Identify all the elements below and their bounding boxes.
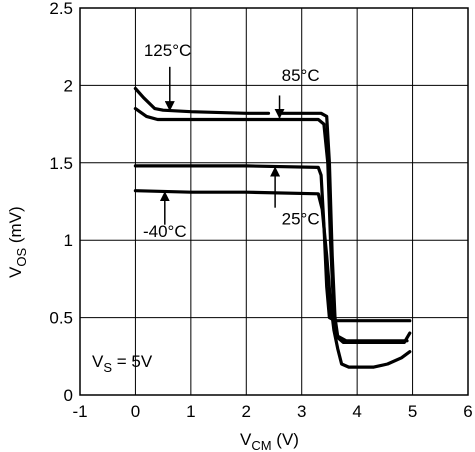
y-tick-label: 2.5 [49, 0, 73, 18]
y-axis-label: VOS (mV) [6, 206, 29, 278]
annotation-label: 25°C [282, 210, 320, 229]
x-tick-label: 3 [297, 402, 306, 421]
annotation-label: 125°C [144, 41, 191, 60]
series-line [133, 86, 271, 115]
annotations: 125°C 85°C 25°C -40°C [143, 41, 320, 241]
x-tick-label: 2 [242, 402, 251, 421]
series-layer [133, 86, 412, 369]
x-tick-label: 1 [186, 402, 195, 421]
condition-label: VS = 5V [92, 352, 153, 375]
grid [79, 7, 469, 396]
x-tick-label: -1 [72, 402, 87, 421]
y-tick-label: 2 [64, 76, 73, 95]
x-tick-label: 5 [408, 402, 417, 421]
y-tick-label: 0 [64, 386, 73, 405]
x-tick-label: 6 [463, 402, 472, 421]
x-axis-label: VCM (V) [240, 430, 299, 452]
annotation-label: 85°C [282, 66, 320, 85]
y-tick-label: 0.5 [49, 309, 73, 328]
series-line [133, 189, 412, 369]
tick-labels: -1 0 1 2 3 4 5 600.511.522.5 [49, 0, 472, 421]
annotation-label: -40°C [143, 222, 187, 241]
x-tick-label: 0 [131, 402, 140, 421]
y-tick-label: 1.5 [49, 154, 73, 173]
x-tick-label: 4 [352, 402, 361, 421]
y-tick-label: 1 [64, 231, 73, 250]
series-line [133, 164, 412, 323]
plot-frame [79, 7, 469, 396]
series-line [133, 107, 412, 344]
